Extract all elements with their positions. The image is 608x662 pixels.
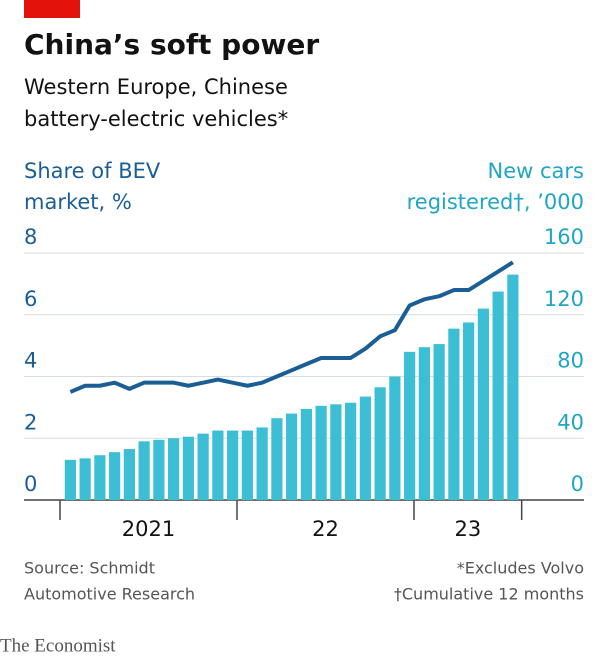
bar (359, 396, 371, 500)
source: Automotive Research (24, 585, 195, 604)
bar (345, 402, 357, 500)
bar (227, 430, 239, 500)
y-tick-label: 8 (24, 225, 37, 249)
y-axis-label: Share of BEV (24, 159, 161, 183)
bar (477, 308, 489, 500)
subtitle: battery-electric vehicles* (24, 107, 288, 131)
bar (448, 328, 460, 500)
bar (123, 449, 135, 500)
source: Source: Schmidt (24, 559, 155, 578)
chart-title: China’s soft power (24, 28, 319, 61)
bar (212, 430, 224, 500)
x-tick-label: 23 (454, 517, 481, 541)
y-tick-label: 2 (24, 410, 37, 434)
bar (168, 438, 180, 500)
bar (492, 291, 504, 500)
y2-tick-label: 0 (571, 472, 584, 496)
note: †Cumulative 12 months (394, 585, 584, 604)
bar (79, 458, 91, 500)
bar (433, 344, 445, 500)
y2-tick-label: 120 (544, 287, 584, 311)
bar (404, 351, 416, 500)
bar (197, 433, 209, 500)
bar (256, 427, 268, 500)
y2-tick-label: 160 (544, 225, 584, 249)
brand-tag (24, 0, 80, 18)
x-tick-label: 22 (312, 517, 339, 541)
bar (374, 387, 386, 500)
bar (418, 347, 430, 500)
y-tick-label: 4 (24, 349, 37, 373)
bar (300, 408, 312, 500)
y2-axis-label: registered†, ’000 (407, 190, 584, 214)
bar (241, 430, 253, 500)
bar (463, 322, 475, 500)
bar (271, 418, 283, 500)
bar (138, 441, 150, 500)
y2-tick-label: 80 (557, 349, 584, 373)
bar (94, 455, 106, 500)
y2-axis-label: New cars (488, 159, 584, 183)
bar (64, 459, 76, 500)
bar (330, 404, 342, 500)
x-tick-label: 2021 (122, 517, 175, 541)
bar (389, 376, 401, 500)
brand: The Economist (0, 635, 116, 656)
subtitle: Western Europe, Chinese (24, 75, 288, 99)
note: *Excludes Volvo (457, 559, 584, 578)
line (69, 260, 514, 394)
bar (109, 452, 121, 500)
bar (153, 439, 165, 500)
bar (315, 405, 327, 500)
y-tick-label: 0 (24, 472, 37, 496)
y2-tick-label: 40 (557, 410, 584, 434)
bar (182, 436, 194, 500)
y-axis-label: market, % (24, 190, 132, 214)
bar (507, 274, 519, 500)
bar (286, 413, 298, 500)
y-tick-label: 6 (24, 287, 37, 311)
